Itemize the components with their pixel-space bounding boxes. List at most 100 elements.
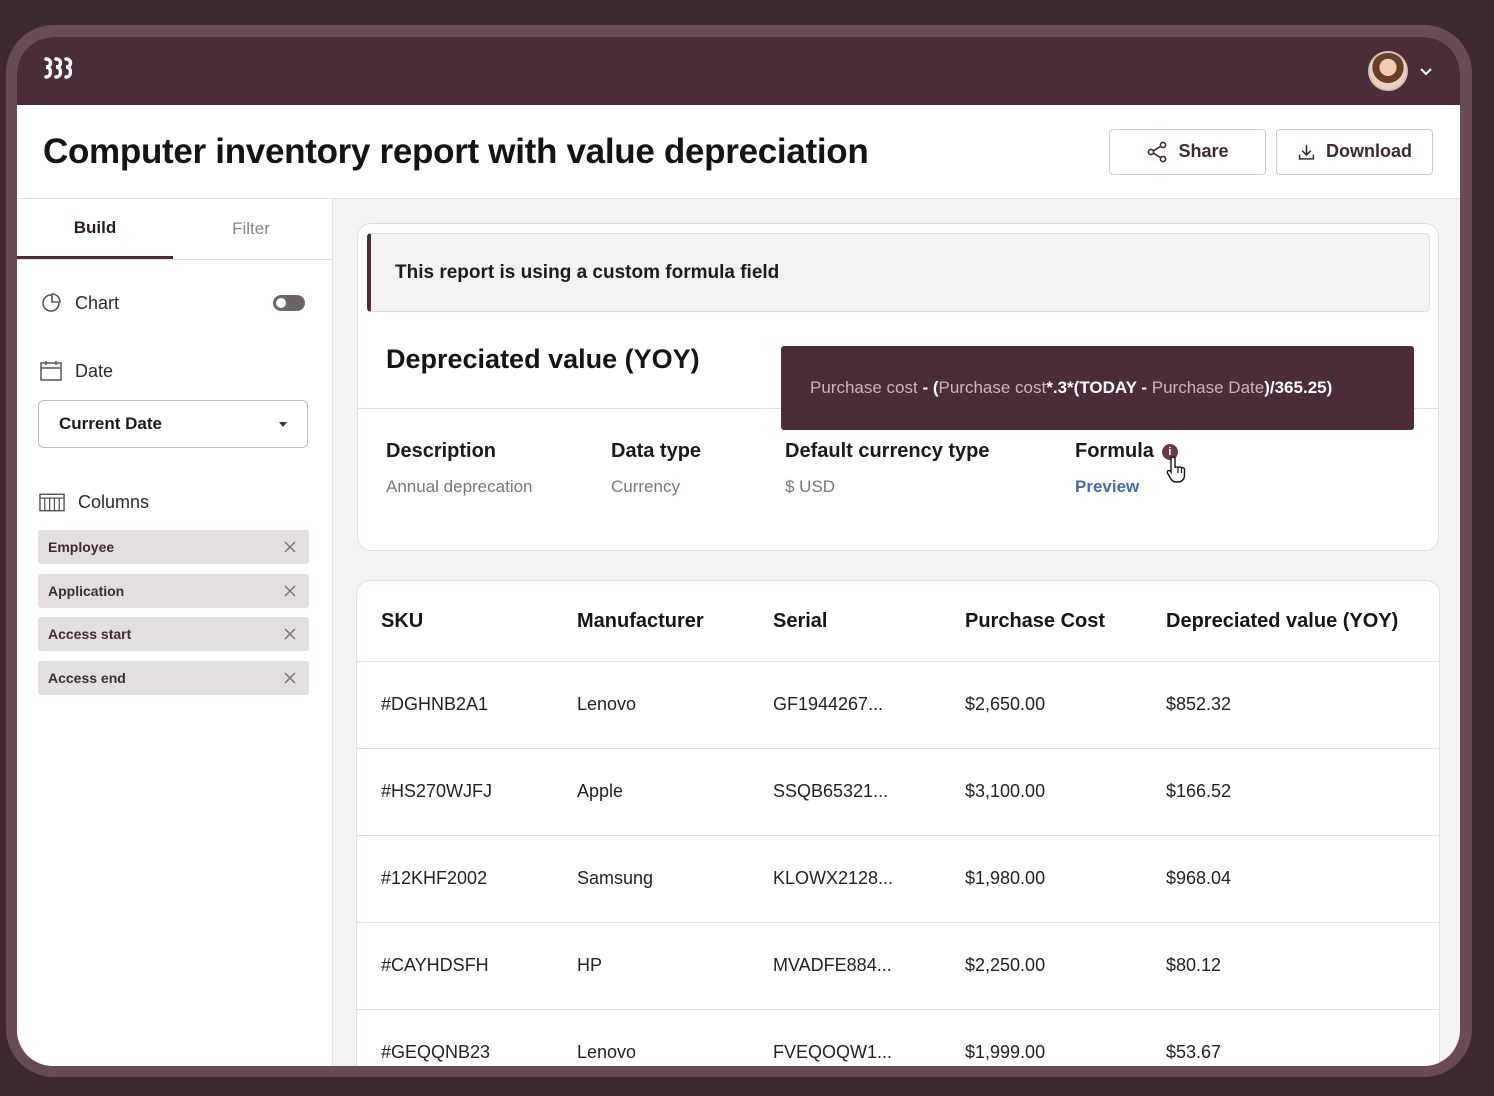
- column-header-purchase-cost[interactable]: Purchase Cost: [965, 581, 1166, 662]
- formula-label: Formula: [1075, 440, 1154, 462]
- date-select[interactable]: Current Date: [38, 400, 308, 448]
- serial-cell: FVEQOQW1...: [773, 1009, 965, 1066]
- column-header-depreciated-value[interactable]: Depreciated value (YOY): [1166, 581, 1439, 662]
- columns-label: Columns: [78, 491, 150, 512]
- table-row[interactable]: #CAYHDSFH HP MVADFE884... $2,250.00 $80.…: [357, 922, 1439, 1010]
- tooltip-operator: *.3*(TODAY -: [1046, 378, 1152, 397]
- column-header-manufacturer[interactable]: Manufacturer: [577, 581, 773, 662]
- description-value: Annual deprecation: [386, 477, 533, 496]
- serial-cell: SSQB65321...: [773, 748, 965, 836]
- tooltip-operator: - (: [917, 378, 939, 397]
- purchase-cost-cell: $2,650.00: [965, 661, 1166, 749]
- serial-cell: GF1944267...: [773, 661, 965, 749]
- rippling-logo-icon[interactable]: [43, 55, 77, 88]
- close-icon[interactable]: [283, 540, 297, 554]
- tab-filter[interactable]: Filter: [232, 219, 270, 238]
- date-label: Date: [75, 360, 114, 381]
- sku-cell: #CAYHDSFH: [357, 922, 577, 1010]
- depreciated-value-cell: $53.67: [1166, 1009, 1439, 1066]
- formula-tooltip: Purchase cost - (Purchase cost *.3*(TODAY…: [781, 346, 1414, 430]
- depreciated-value-cell: $80.12: [1166, 922, 1439, 1010]
- currency-field: Default currency type $ USD: [785, 440, 990, 497]
- download-button[interactable]: Download: [1276, 128, 1433, 175]
- logo-mark-icon: [44, 56, 73, 79]
- currency-label: Default currency type: [785, 440, 990, 462]
- column-chip-label: Access start: [48, 626, 132, 642]
- description-label: Description: [386, 440, 497, 462]
- column-header-sku[interactable]: SKU: [357, 581, 577, 662]
- table-row[interactable]: #12KHF2002 Samsung KLOWX2128... $1,980.0…: [357, 835, 1439, 923]
- share-icon: [1148, 141, 1167, 162]
- close-icon[interactable]: [283, 584, 297, 598]
- date-select-value: Current Date: [59, 414, 162, 433]
- sku-cell: #12KHF2002: [357, 835, 577, 923]
- caret-down-icon: [279, 421, 287, 427]
- data-type-value: Currency: [611, 477, 680, 496]
- chart-toggle[interactable]: [273, 295, 305, 311]
- data-type-field: Data type Currency: [611, 440, 701, 497]
- sidebar-tabs: Build Filter: [17, 199, 332, 260]
- serial-cell: KLOWX2128...: [773, 835, 965, 923]
- manufacturer-cell: Samsung: [577, 835, 773, 923]
- chart-label: Chart: [75, 292, 120, 313]
- currency-value: $ USD: [785, 477, 836, 496]
- chevron-down-icon[interactable]: [1418, 63, 1434, 79]
- column-chip[interactable]: Access end: [38, 660, 309, 695]
- column-chip[interactable]: Application: [38, 573, 309, 608]
- column-chip[interactable]: Employee: [38, 530, 309, 564]
- table-row[interactable]: #DGHNB2A1 Lenovo GF1944267... $2,650.00 …: [357, 661, 1439, 749]
- header-actions: Share Download: [1109, 128, 1433, 175]
- description-field: Description Annual deprecation: [386, 440, 533, 497]
- info-icon[interactable]: i: [1161, 443, 1178, 460]
- top-bar: [17, 37, 1460, 105]
- sku-cell: #DGHNB2A1: [357, 661, 577, 749]
- close-icon[interactable]: [283, 627, 297, 641]
- calendar-icon: [40, 361, 62, 381]
- formula-preview-link[interactable]: Preview: [1075, 477, 1140, 496]
- columns-icon: [39, 493, 65, 512]
- avatar[interactable]: [1368, 51, 1408, 91]
- serial-cell: MVADFE884...: [773, 922, 965, 1010]
- column-chips: Employee Application Access start Access…: [38, 530, 309, 704]
- tab-build[interactable]: Build: [17, 199, 173, 259]
- manufacturer-cell: Lenovo: [577, 661, 773, 749]
- tooltip-operator: )/365.25): [1264, 378, 1333, 397]
- depreciated-value-cell: $166.52: [1166, 748, 1439, 836]
- column-header-serial[interactable]: Serial: [773, 581, 965, 662]
- table-row[interactable]: #GEQQNB23 Lenovo FVEQOQW1... $1,999.00 $…: [357, 1009, 1439, 1066]
- field-title: Depreciated value (YOY): [386, 344, 700, 374]
- column-chip-label: Access end: [48, 669, 126, 686]
- manufacturer-cell: HP: [577, 922, 773, 1010]
- purchase-cost-cell: $3,100.00: [965, 748, 1166, 836]
- report-builder-sidebar: Build Filter Chart Date Current Date: [17, 199, 333, 1066]
- tooltip-field: Purchase Date: [1151, 378, 1265, 397]
- purchase-cost-cell: $1,980.00: [965, 835, 1166, 923]
- depreciated-value-cell: $852.32: [1166, 661, 1439, 749]
- date-row: Date: [17, 359, 113, 383]
- column-chip-label: Application: [48, 582, 125, 599]
- page-header: Computer inventory report with value dep…: [17, 105, 1460, 199]
- column-chip-label: Employee: [48, 539, 115, 555]
- user-menu[interactable]: [1368, 51, 1434, 91]
- table-row[interactable]: #HS270WJFJ Apple SSQB65321... $3,100.00 …: [357, 748, 1439, 836]
- chart-row: Chart: [17, 291, 332, 315]
- share-button[interactable]: Share: [1109, 128, 1266, 175]
- download-label: Download: [1326, 141, 1412, 161]
- columns-row: Columns: [17, 490, 149, 514]
- depreciated-value-cell: $968.04: [1166, 835, 1439, 923]
- table-header-row: SKU Manufacturer Serial Purchase Cost De…: [357, 581, 1439, 662]
- purchase-cost-cell: $2,250.00: [965, 922, 1166, 1010]
- share-label: Share: [1178, 141, 1229, 161]
- close-icon[interactable]: [283, 671, 297, 685]
- manufacturer-cell: Lenovo: [577, 1009, 773, 1066]
- custom-formula-notice: This report is using a custom formula fi…: [367, 233, 1430, 312]
- inventory-table: SKU Manufacturer Serial Purchase Cost De…: [357, 581, 1439, 1066]
- sku-cell: #HS270WJFJ: [357, 748, 577, 836]
- manufacturer-cell: Apple: [577, 748, 773, 836]
- app-window: Computer inventory report with value dep…: [17, 37, 1460, 1066]
- sku-cell: #GEQQNB23: [357, 1009, 577, 1066]
- download-icon: [1298, 144, 1315, 160]
- column-chip[interactable]: Access start: [38, 617, 309, 651]
- pie-chart-icon: [42, 293, 61, 312]
- formula-label-row: Formula i: [1075, 440, 1178, 463]
